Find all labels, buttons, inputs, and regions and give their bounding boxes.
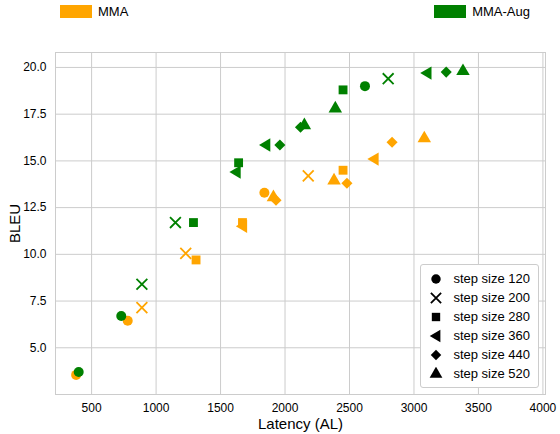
svg-text:1500: 1500: [207, 401, 234, 415]
html-text:step size 280: step size 280: [453, 309, 530, 324]
html-text:step size 200: step size 200: [453, 290, 530, 305]
html-text:MMA: MMA: [98, 3, 129, 19]
svg-text:2500: 2500: [336, 401, 363, 415]
svg-text:12.5: 12.5: [23, 200, 47, 214]
svg-text:2000: 2000: [272, 401, 299, 415]
svg-text:3500: 3500: [465, 401, 492, 415]
html-text:step size 440: step size 440: [453, 347, 530, 362]
svg-text:Latency (AL): Latency (AL): [258, 415, 343, 432]
html-text:step size 120: step size 120: [453, 271, 530, 286]
svg-text:17.5: 17.5: [23, 107, 47, 121]
svg-text:4000: 4000: [530, 401, 557, 415]
svg-text:10.0: 10.0: [23, 247, 47, 261]
svg-text:3000: 3000: [401, 401, 428, 415]
html-text:step size 360: step size 360: [453, 328, 530, 343]
html-text:MMA-Aug: MMA-Aug: [472, 3, 530, 19]
svg-text:500: 500: [82, 401, 102, 415]
svg-text:20.0: 20.0: [23, 60, 47, 74]
svg-text:15.0: 15.0: [23, 154, 47, 168]
svg-text:5.0: 5.0: [30, 341, 47, 355]
svg-text:BLEU: BLEU: [6, 204, 23, 243]
html-text:step size 520: step size 520: [453, 366, 530, 381]
svg-text:1000: 1000: [143, 401, 170, 415]
svg-text:7.5: 7.5: [30, 294, 47, 308]
